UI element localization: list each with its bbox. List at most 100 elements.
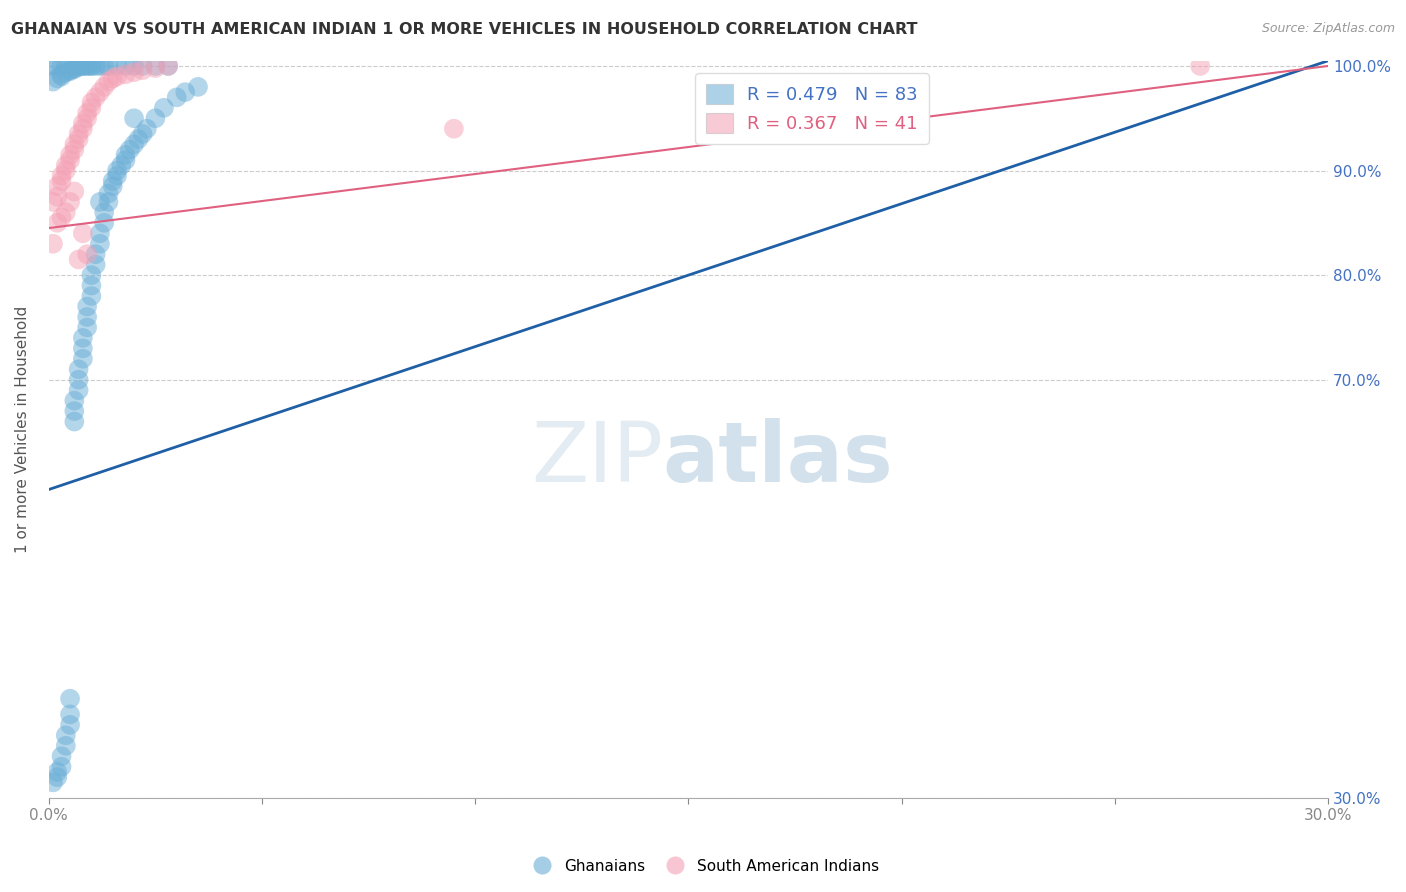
Point bbox=[114, 67, 136, 81]
Point bbox=[105, 163, 128, 178]
Point bbox=[72, 342, 94, 356]
Point bbox=[114, 148, 136, 162]
Point bbox=[187, 79, 209, 94]
Point bbox=[110, 158, 132, 172]
Point bbox=[118, 143, 141, 157]
Point bbox=[63, 62, 86, 76]
Point bbox=[84, 90, 107, 104]
Point bbox=[59, 153, 82, 167]
Point bbox=[59, 148, 82, 162]
Point bbox=[46, 770, 69, 784]
Point bbox=[84, 59, 107, 73]
Point bbox=[135, 121, 157, 136]
Point bbox=[67, 60, 90, 74]
Point bbox=[63, 404, 86, 418]
Text: atlas: atlas bbox=[662, 418, 894, 500]
Point bbox=[55, 728, 77, 742]
Point bbox=[84, 258, 107, 272]
Point bbox=[122, 59, 145, 73]
Point bbox=[80, 101, 103, 115]
Point bbox=[67, 362, 90, 376]
Point bbox=[89, 236, 111, 251]
Point bbox=[80, 59, 103, 73]
Point bbox=[51, 67, 73, 81]
Point bbox=[122, 137, 145, 152]
Point bbox=[80, 95, 103, 110]
Point bbox=[46, 190, 69, 204]
Point bbox=[153, 101, 176, 115]
Point bbox=[51, 760, 73, 774]
Point bbox=[157, 59, 180, 73]
Point bbox=[93, 216, 115, 230]
Point bbox=[122, 65, 145, 79]
Point bbox=[145, 59, 167, 73]
Point bbox=[55, 65, 77, 79]
Point bbox=[101, 179, 124, 194]
Point bbox=[63, 415, 86, 429]
Point bbox=[67, 252, 90, 267]
Point bbox=[59, 707, 82, 722]
Point bbox=[97, 194, 120, 209]
Point bbox=[46, 71, 69, 86]
Point bbox=[67, 383, 90, 397]
Point bbox=[114, 59, 136, 73]
Point bbox=[46, 216, 69, 230]
Point bbox=[59, 63, 82, 78]
Point bbox=[145, 112, 167, 126]
Point bbox=[59, 691, 82, 706]
Legend: R = 0.479   N = 83, R = 0.367   N = 41: R = 0.479 N = 83, R = 0.367 N = 41 bbox=[695, 73, 929, 144]
Point bbox=[157, 59, 180, 73]
Point bbox=[63, 143, 86, 157]
Point bbox=[72, 116, 94, 130]
Point bbox=[63, 393, 86, 408]
Point bbox=[76, 320, 98, 334]
Point bbox=[76, 106, 98, 120]
Point bbox=[55, 59, 77, 73]
Point bbox=[63, 61, 86, 75]
Point bbox=[76, 247, 98, 261]
Point bbox=[46, 764, 69, 779]
Point bbox=[42, 59, 65, 73]
Point bbox=[76, 59, 98, 73]
Point bbox=[122, 112, 145, 126]
Point bbox=[131, 59, 153, 73]
Point bbox=[76, 310, 98, 324]
Point bbox=[97, 75, 120, 89]
Point bbox=[89, 85, 111, 99]
Point bbox=[443, 121, 465, 136]
Point bbox=[89, 194, 111, 209]
Point bbox=[63, 185, 86, 199]
Point bbox=[114, 153, 136, 167]
Point bbox=[76, 112, 98, 126]
Point bbox=[80, 289, 103, 303]
Point bbox=[59, 718, 82, 732]
Point bbox=[46, 179, 69, 194]
Point bbox=[67, 59, 90, 73]
Point bbox=[166, 90, 188, 104]
Point bbox=[76, 300, 98, 314]
Point bbox=[42, 75, 65, 89]
Text: Source: ZipAtlas.com: Source: ZipAtlas.com bbox=[1261, 22, 1395, 36]
Point bbox=[59, 64, 82, 78]
Point bbox=[93, 59, 115, 73]
Point bbox=[131, 63, 153, 78]
Point bbox=[105, 169, 128, 183]
Point bbox=[80, 268, 103, 282]
Point bbox=[51, 70, 73, 84]
Point bbox=[127, 132, 149, 146]
Point bbox=[51, 211, 73, 225]
Point bbox=[51, 59, 73, 73]
Point bbox=[80, 59, 103, 73]
Point bbox=[59, 194, 82, 209]
Point bbox=[101, 71, 124, 86]
Point bbox=[72, 121, 94, 136]
Point bbox=[72, 331, 94, 345]
Point bbox=[1189, 59, 1212, 73]
Point bbox=[93, 79, 115, 94]
Point bbox=[72, 351, 94, 366]
Point bbox=[72, 59, 94, 73]
Point bbox=[145, 61, 167, 75]
Point bbox=[55, 205, 77, 219]
Point bbox=[42, 236, 65, 251]
Point bbox=[55, 739, 77, 753]
